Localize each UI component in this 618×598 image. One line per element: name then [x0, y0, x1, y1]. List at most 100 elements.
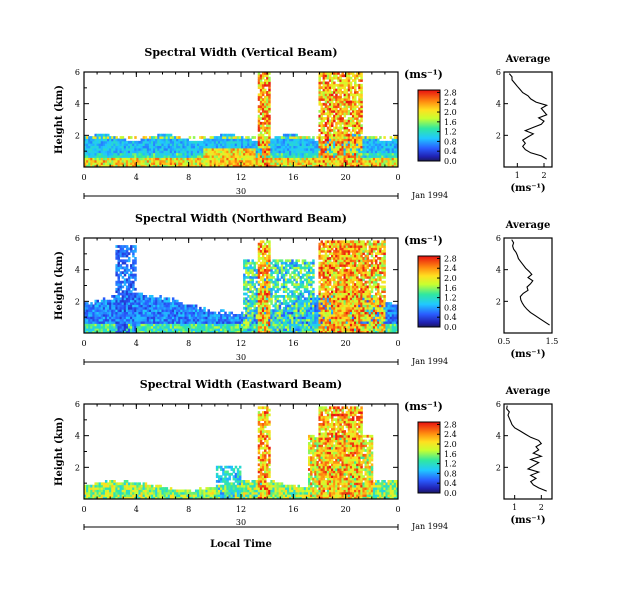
- heatmap-cell: [144, 297, 148, 301]
- heatmap-cell: [320, 321, 324, 324]
- heatmap-cell: [284, 290, 288, 294]
- heatmap-cell: [320, 306, 324, 310]
- heatmap-cell: [343, 155, 347, 158]
- heatmap-cell: [324, 304, 328, 308]
- heatmap-cell: [347, 76, 351, 80]
- heatmap-cell: [125, 148, 129, 151]
- colorbar-tick-label: 0.0: [444, 157, 457, 166]
- heatmap-cell: [328, 133, 332, 137]
- heatmap-cell: [150, 155, 154, 158]
- heatmap-cell: [111, 328, 114, 332]
- heatmap-cell: [180, 318, 183, 322]
- heatmap-cell: [255, 287, 259, 291]
- heatmap-cell: [224, 311, 227, 315]
- heatmap-cell: [176, 152, 179, 156]
- heatmap-cell: [119, 249, 123, 253]
- heatmap-cell: [320, 129, 324, 132]
- heatmap-cell: [132, 283, 135, 286]
- heatmap-cell: [121, 148, 125, 151]
- heatmap-cell: [125, 159, 129, 163]
- heatmap-cell: [230, 318, 234, 322]
- heatmap-cell: [299, 140, 303, 144]
- heatmap-cell: [194, 316, 198, 320]
- heatmap-cell: [192, 162, 196, 166]
- heatmap-cell: [144, 328, 148, 332]
- heatmap-cell: [167, 302, 171, 305]
- heatmap-cell: [163, 330, 167, 334]
- heatmap-cell: [136, 309, 139, 313]
- heatmap-cell: [230, 321, 234, 324]
- heatmap-cell: [310, 323, 313, 327]
- heatmap-cell: [326, 254, 330, 258]
- heatmap-cell: [270, 278, 273, 282]
- heatmap-cell: [307, 325, 311, 329]
- heatmap-cell: [115, 164, 118, 168]
- heatmap-cell: [232, 150, 236, 154]
- heatmap-cell: [360, 119, 363, 123]
- heatmap-cell: [335, 164, 338, 168]
- heatmap-cell: [289, 318, 292, 322]
- heatmap-cell: [320, 249, 324, 253]
- heatmap-cell: [333, 126, 336, 130]
- heatmap-cell: [121, 323, 125, 327]
- heatmap-cell: [104, 145, 108, 149]
- heatmap-cell: [215, 143, 219, 147]
- heatmap-cell: [291, 290, 294, 294]
- heatmap-cell: [176, 157, 179, 161]
- heatmap-cell: [307, 162, 311, 166]
- heatmap-cell: [117, 328, 120, 332]
- heatmap-cell: [144, 157, 148, 161]
- heatmap-cell: [270, 159, 273, 163]
- heatmap-cell: [130, 159, 133, 163]
- heatmap-cell: [121, 314, 125, 317]
- heatmap-cell: [213, 143, 217, 147]
- heatmap-cell: [234, 321, 238, 324]
- heatmap-cell: [96, 318, 100, 322]
- heatmap-cell: [264, 138, 267, 142]
- heatmap-cell: [194, 306, 198, 310]
- heatmap-cell: [217, 140, 221, 144]
- heatmap-cell: [119, 140, 123, 144]
- heatmap-cell: [358, 121, 361, 125]
- heatmap-cell: [119, 252, 123, 256]
- heatmap-cell: [261, 290, 265, 294]
- heatmap-cell: [268, 114, 271, 118]
- heatmap-cell: [84, 150, 87, 154]
- heatmap-cell: [159, 162, 162, 166]
- heatmap-cell: [169, 318, 173, 322]
- heatmap-cell: [207, 318, 210, 322]
- heatmap-cell: [130, 136, 133, 139]
- heatmap-cell: [203, 330, 206, 334]
- heatmap-cell: [316, 143, 319, 147]
- heatmap-cell: [383, 162, 386, 166]
- heatmap-cell: [280, 259, 284, 263]
- heatmap-cell: [272, 316, 275, 320]
- heatmap-cell: [322, 129, 326, 132]
- heatmap-cell: [305, 136, 309, 139]
- heatmap-cell: [230, 325, 234, 329]
- heatmap-cell: [282, 309, 286, 313]
- heatmap-cell: [94, 140, 97, 144]
- heatmap-cell: [341, 145, 344, 149]
- heatmap-cell: [374, 138, 378, 142]
- heatmap-cell: [339, 110, 342, 113]
- heatmap-cell: [310, 304, 313, 308]
- heatmap-cell: [312, 157, 315, 161]
- heatmap-cell: [303, 148, 307, 151]
- heatmap-cell: [98, 152, 102, 156]
- heatmap-cell: [251, 143, 254, 147]
- heatmap-cell: [268, 83, 271, 87]
- heatmap-cell: [100, 164, 104, 168]
- heatmap-cell: [167, 309, 171, 313]
- heatmap-cell: [295, 280, 298, 284]
- heatmap-cell: [324, 86, 328, 90]
- heatmap-cell: [230, 138, 234, 142]
- heatmap-cell: [297, 302, 301, 305]
- heatmap-cell: [343, 119, 347, 123]
- heatmap-cell: [293, 136, 296, 139]
- heatmap-cell: [238, 328, 242, 332]
- heatmap-cell: [132, 285, 135, 289]
- heatmap-cell: [257, 140, 261, 144]
- heatmap-cell: [215, 318, 219, 322]
- heatmap-cell: [249, 321, 252, 324]
